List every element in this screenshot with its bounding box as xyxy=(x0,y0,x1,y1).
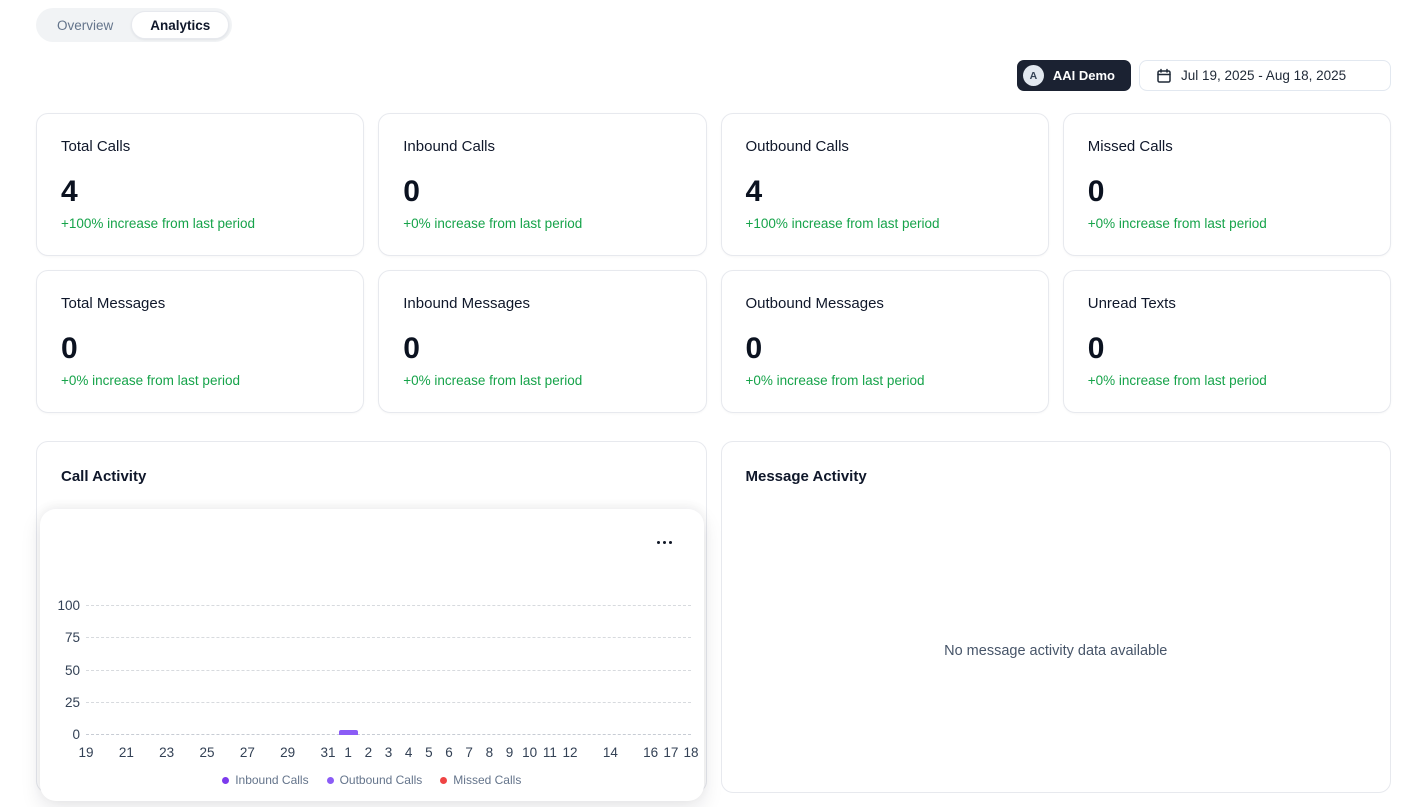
stat-value: 0 xyxy=(745,332,763,365)
stat-card-unread-texts: Unread Texts 0 +0% increase from last pe… xyxy=(1062,270,1391,413)
x-tick-label: 23 xyxy=(159,745,175,760)
account-button[interactable]: A AAI Demo xyxy=(1016,60,1131,91)
stat-title: Outbound Messages xyxy=(745,295,884,312)
x-tick-label: 6 xyxy=(445,745,453,760)
x-tick-label: 11 xyxy=(542,745,557,760)
legend-dot xyxy=(222,776,230,784)
message-activity-empty-text: No message activity data available xyxy=(944,643,1168,659)
stat-title: Inbound Messages xyxy=(403,295,531,312)
ellipsis-menu-icon[interactable] xyxy=(653,537,676,548)
stat-card-inbound-calls: Inbound Calls 0 +0% increase from last p… xyxy=(378,113,707,256)
x-tick-label: 2 xyxy=(364,745,373,760)
stat-value: 4 xyxy=(61,175,78,208)
stat-card-total-messages: Total Messages 0 +0% increase from last … xyxy=(36,270,365,413)
date-range-label: Jul 19, 2025 - Aug 18, 2025 xyxy=(1181,68,1347,83)
legend-label: Missed Calls xyxy=(453,773,522,787)
view-tabs: Overview Analytics xyxy=(36,8,233,42)
legend-label: Outbound Calls xyxy=(339,773,423,787)
message-activity-panel: Message Activity No message activity dat… xyxy=(720,441,1391,793)
y-tick-label: 100 xyxy=(57,598,80,613)
y-tick-label: 25 xyxy=(64,694,80,710)
stat-value: 0 xyxy=(1087,332,1105,365)
x-tick-label: 9 xyxy=(505,745,514,760)
date-range-picker[interactable]: Jul 19, 2025 - Aug 18, 2025 xyxy=(1139,60,1391,91)
x-tick-label: 12 xyxy=(562,745,578,760)
stat-title: Total Messages xyxy=(61,295,166,312)
x-tick-label: 4 xyxy=(404,745,413,760)
x-tick-label: 10 xyxy=(522,745,538,760)
call-activity-title: Call Activity xyxy=(61,468,147,485)
calendar-icon xyxy=(1156,68,1172,84)
stat-title: Missed Calls xyxy=(1087,138,1173,155)
gridline xyxy=(86,734,691,735)
x-tick-label: 25 xyxy=(199,745,215,760)
x-tick-label: 29 xyxy=(280,745,296,760)
stat-card-outbound-messages: Outbound Messages 0 +0% increase from la… xyxy=(720,270,1049,413)
tab-analytics[interactable]: Analytics xyxy=(131,11,230,39)
stat-card-total-calls: Total Calls 4 +100% increase from last p… xyxy=(36,113,365,256)
header-controls: A AAI Demo Jul 19, 2025 - Aug 18, 2025 xyxy=(1016,60,1391,91)
stat-card-missed-calls: Missed Calls 0 +0% increase from last pe… xyxy=(1062,113,1391,256)
y-tick-label: 75 xyxy=(64,630,80,646)
stat-change: +0% increase from last period xyxy=(403,216,583,231)
stat-change: +0% increase from last period xyxy=(745,373,925,388)
stat-value: 0 xyxy=(403,332,420,365)
gridline xyxy=(86,669,691,671)
stat-value: 0 xyxy=(1087,175,1105,208)
legend-item: Missed Calls xyxy=(440,773,521,787)
x-tick-label: 31 xyxy=(320,745,336,760)
legend-item: Outbound Calls xyxy=(326,773,423,787)
avatar: A xyxy=(1022,65,1044,86)
message-activity-title: Message Activity xyxy=(745,468,867,485)
account-label: AAI Demo xyxy=(1052,68,1115,83)
x-tick-label: 5 xyxy=(425,745,433,760)
x-tick-label: 27 xyxy=(239,745,255,760)
call-activity-chart-card: 0 25 50 75 100 19 21 23 25 27 29 31 1 2 3 4 5 6 7 8 9 10 11 12… xyxy=(40,509,704,801)
stat-change: +0% increase from last period xyxy=(1087,216,1267,231)
chart-legend: Inbound Calls Outbound Calls Missed Calls xyxy=(40,773,704,787)
chart-y-labels: 0 25 50 75 100 xyxy=(46,598,80,742)
x-tick-label: 19 xyxy=(78,745,94,760)
bar-outbound-calls xyxy=(338,729,358,735)
call-activity-plot xyxy=(86,605,691,735)
legend-label: Inbound Calls xyxy=(235,773,309,787)
stats-grid: Total Calls 4 +100% increase from last p… xyxy=(36,113,1391,413)
stat-change: +100% increase from last period xyxy=(745,216,940,231)
stat-title: Total Calls xyxy=(61,138,131,155)
stat-card-outbound-calls: Outbound Calls 4 +100% increase from las… xyxy=(720,113,1049,256)
stat-value: 4 xyxy=(745,175,763,208)
stat-title: Unread Texts xyxy=(1087,295,1176,312)
stat-title: Inbound Calls xyxy=(403,138,495,155)
stat-change: +0% increase from last period xyxy=(403,373,583,388)
x-tick-label: 21 xyxy=(118,745,134,760)
stat-change: +100% increase from last period xyxy=(61,216,255,231)
stat-title: Outbound Calls xyxy=(745,138,849,155)
y-tick-label: 0 xyxy=(72,727,80,742)
x-tick-label: 16 xyxy=(643,745,659,760)
x-tick-label: 14 xyxy=(602,745,618,760)
gridline xyxy=(86,605,691,606)
x-tick-label: 3 xyxy=(384,745,393,760)
call-activity-panel: Call Activity 0 25 50 75 100 19 21 23 25 27 29 31 1… xyxy=(36,441,707,801)
x-tick-label: 7 xyxy=(465,745,473,760)
legend-dot xyxy=(440,776,448,784)
gridline xyxy=(86,701,691,703)
y-tick-label: 50 xyxy=(64,662,80,678)
gridline xyxy=(86,637,691,639)
x-tick-label: 18 xyxy=(683,745,699,760)
x-tick-label: 1 xyxy=(344,745,352,760)
stat-value: 0 xyxy=(61,332,78,365)
x-tick-label: 8 xyxy=(485,745,494,760)
stat-change: +0% increase from last period xyxy=(1087,373,1267,388)
stat-change: +0% increase from last period xyxy=(61,373,240,388)
chart-x-labels: 19 21 23 25 27 29 31 1 2 3 4 5 6 7 8 9 10 11 12 14 16 17 18 xyxy=(78,745,698,763)
legend-dot xyxy=(326,776,334,784)
activity-panels: Call Activity 0 25 50 75 100 19 21 23 25 27 29 31 1… xyxy=(36,441,1391,801)
stat-value: 0 xyxy=(403,175,420,208)
legend-item: Inbound Calls xyxy=(222,773,309,787)
tab-overview[interactable]: Overview xyxy=(57,17,114,33)
stat-card-inbound-messages: Inbound Messages 0 +0% increase from las… xyxy=(378,270,707,413)
x-tick-label: 17 xyxy=(663,745,679,760)
